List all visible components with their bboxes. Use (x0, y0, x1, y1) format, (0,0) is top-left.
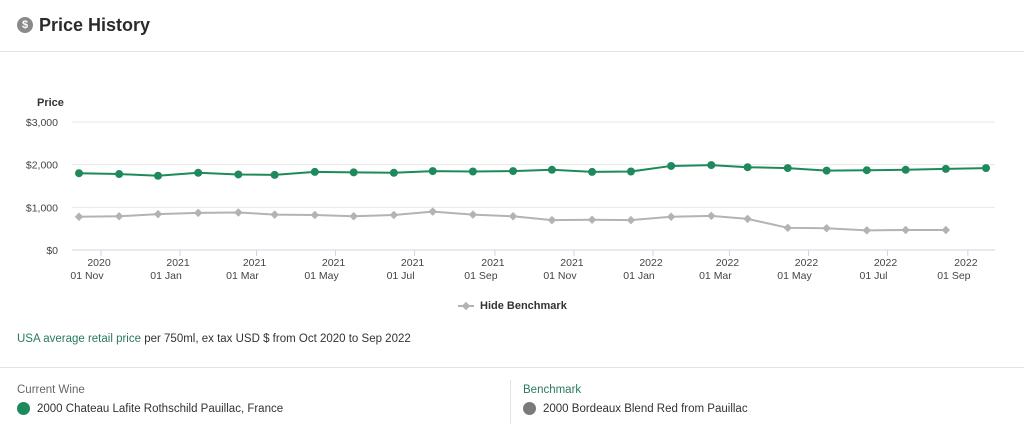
benchmark-point (153, 209, 163, 219)
price-chart: Price $0 $1,000 $2,000 $3,000 2020 01 Nov 2021 0… (0, 52, 1024, 322)
benchmark-point (234, 208, 243, 217)
current-wine-point (547, 165, 556, 174)
benchmark-point (941, 225, 951, 235)
benchmark-point (547, 215, 557, 225)
current-wine-point (707, 161, 716, 170)
current-wine-point (588, 167, 597, 176)
x-tick-label-year: 2022 (795, 257, 819, 269)
benchmark-point (508, 212, 518, 221)
x-tick-label-year: 2021 (243, 257, 267, 269)
current-wine-point (234, 170, 243, 179)
current-wine-point (822, 166, 831, 175)
x-tick-label-date: 01 May (304, 270, 339, 282)
benchmark-title: Benchmark (523, 384, 582, 396)
current-wine-point (901, 165, 910, 174)
x-tick-label-date: 01 Jul (387, 270, 415, 282)
x-tick-label-year: 2021 (322, 257, 346, 269)
current-wine-point (115, 170, 124, 179)
x-tick-label-year: 2022 (716, 257, 740, 269)
x-tick-label-date: 01 Nov (543, 270, 577, 282)
current-wine-point (270, 170, 279, 179)
x-tick-label-year: 2021 (560, 257, 584, 269)
x-tick-label-year: 2022 (954, 257, 978, 269)
y-tick-label: $0 (46, 245, 58, 257)
benchmark-point (74, 212, 84, 221)
benchmark-point (193, 208, 203, 218)
x-tick-label-date: 01 May (777, 270, 812, 282)
current-wine-color-icon (17, 402, 30, 415)
y-axis-label: Price (37, 97, 64, 109)
current-wine-point (428, 167, 437, 176)
current-wine-point (349, 168, 358, 177)
panel-separator (510, 380, 511, 424)
y-tick-label: $2,000 (26, 160, 58, 172)
x-tick-label-year: 2021 (401, 257, 425, 269)
current-wine-point (75, 169, 83, 178)
benchmark-point (587, 215, 597, 224)
hide-benchmark-toggle[interactable]: Hide Benchmark (458, 300, 567, 312)
x-tick-label-date: 01 Sep (937, 270, 970, 282)
x-tick-label-date: 01 Jan (623, 270, 655, 282)
current-wine-point (667, 161, 676, 170)
benchmark-panel: Benchmark 2000 Bordeaux Blend Red from P… (523, 384, 748, 415)
current-wine-name: 2000 Chateau Lafite Rothschild Pauillac,… (37, 402, 284, 415)
x-tick-label-year: 2020 (87, 257, 111, 269)
current-wine-point (862, 166, 871, 175)
current-wine-panel: Current Wine 2000 Chateau Lafite Rothsch… (17, 384, 283, 415)
x-tick-label-date: 01 Mar (699, 270, 732, 282)
benchmark-point (349, 212, 358, 221)
price-footnote: USA average retail price per 750ml, ex t… (17, 333, 411, 345)
hide-benchmark-label: Hide Benchmark (480, 300, 567, 312)
current-wine-point (194, 168, 203, 177)
x-tick-label-date: 01 Mar (226, 270, 259, 282)
x-tick-label-date: 01 Jul (860, 270, 888, 282)
benchmark-point (270, 210, 279, 219)
benchmark-point (389, 210, 399, 220)
benchmark-point (468, 210, 478, 219)
x-tick-label-year: 2021 (166, 257, 190, 269)
benchmark-legend-marker-icon (458, 301, 474, 311)
benchmark-point (901, 225, 910, 235)
dollar-circle-icon: $ (17, 17, 33, 33)
current-wine-point (626, 167, 635, 176)
benchmark-point (310, 210, 320, 220)
current-wine-title: Current Wine (17, 384, 85, 396)
x-tick-label-date: 01 Jan (150, 270, 182, 282)
benchmark-point (666, 212, 676, 221)
benchmark-point (707, 211, 716, 221)
benchmark-point (822, 223, 831, 233)
benchmark-point (862, 226, 872, 235)
y-tick-label: $3,000 (26, 117, 58, 129)
benchmark-point (783, 223, 792, 233)
current-wine-point (743, 163, 752, 172)
benchmark-point (626, 215, 636, 225)
benchmark-color-icon (523, 402, 536, 415)
benchmark-point (428, 207, 437, 216)
current-wine-point (310, 167, 319, 176)
benchmark-name: 2000 Bordeaux Blend Red from Pauillac (543, 402, 748, 415)
x-tick-label-date: 01 Nov (70, 270, 104, 282)
x-tick-label-year: 2022 (639, 257, 663, 269)
current-wine-point (982, 164, 990, 173)
usa-average-retail-price-link[interactable]: USA average retail price (17, 333, 142, 345)
section-divider (0, 367, 1024, 368)
page-title: Price History (39, 15, 151, 35)
current-wine-point (468, 167, 477, 176)
y-tick-label: $1,000 (26, 202, 58, 214)
x-tick-label-date: 01 Sep (464, 270, 497, 282)
benchmark-point (114, 212, 124, 221)
current-wine-point (154, 171, 163, 180)
current-wine-point (389, 168, 398, 177)
x-tick-label-year: 2021 (481, 257, 505, 269)
footnote-text: per 750ml, ex tax USD $ from Oct 2020 to… (141, 333, 411, 345)
benchmark-point (743, 214, 752, 224)
x-tick-label-year: 2022 (874, 257, 898, 269)
price-history-header: $ Price History (0, 0, 1024, 52)
current-wine-point (783, 164, 792, 173)
current-wine-point (509, 167, 518, 176)
current-wine-point (941, 164, 950, 173)
current-wine-line (78, 164, 987, 177)
